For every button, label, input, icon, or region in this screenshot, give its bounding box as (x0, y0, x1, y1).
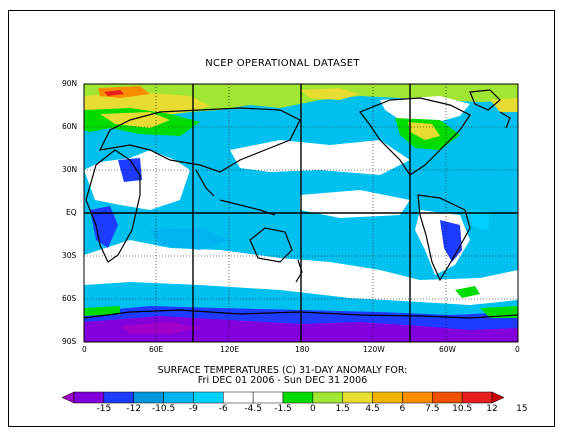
colorbar-tick-label: -10.5 (151, 404, 176, 414)
colorbar-tick-label: 12 (486, 404, 498, 414)
colorbar-tick-label: -6 (218, 404, 228, 414)
coast-antarctica (84, 309, 518, 319)
colorbar-swatch (223, 391, 254, 404)
warm-region-siberia (300, 88, 360, 100)
anomaly-field (84, 84, 518, 342)
colorbar-swatch (252, 391, 284, 404)
coast-south-america (417, 194, 471, 282)
map-title: NCEP OPERATIONAL DATASET (205, 58, 360, 69)
lon-label-180: 180 (295, 345, 310, 354)
white-region-eqpac (300, 190, 410, 218)
lat-label-60s: 60S (62, 294, 77, 303)
cool-region-atlantic (470, 210, 490, 230)
cold-peak-antarctica (120, 322, 200, 334)
colorbar-swatch (461, 391, 493, 404)
subtitle-line-2: Fri DEC 01 2006 - Sun DEC 31 2006 (197, 375, 368, 386)
coast-new-zealand (295, 259, 303, 283)
map-border (83, 83, 519, 343)
cyan-region-indian (150, 228, 230, 250)
colorbar-swatch (402, 391, 433, 404)
lon-label-0-west: 0 (82, 345, 87, 354)
subtitle-line-1: SURFACE TEMPERATURES (C) 31-DAY ANOMALY … (157, 365, 408, 376)
colorbar-swatch (193, 391, 224, 404)
colorbar-tick-label: 1.5 (335, 404, 350, 414)
coast-north-america (359, 97, 471, 176)
colorbar-tick-label: 10.5 (452, 404, 473, 414)
lon-label-120w: 120W (363, 345, 385, 354)
coast-india (195, 169, 215, 197)
colorbar-tick-label: 6 (399, 404, 406, 414)
colorbar-tick-label: -9 (188, 404, 198, 414)
coast-eurasia (98, 107, 301, 173)
warm-region-nw-europe (490, 98, 518, 112)
warm-peak-max (104, 90, 124, 96)
coast-australia (249, 227, 293, 263)
lat-label-90s: 90S (62, 337, 77, 346)
lon-label-60e: 60E (149, 345, 164, 354)
lon-label-0-east: 0 (515, 345, 520, 354)
lat-label-eq: EQ (66, 208, 77, 217)
colorbar-swatch (103, 391, 134, 404)
lat-label-60n: 60N (62, 122, 78, 131)
neutral-region-canada (380, 96, 470, 124)
colorbar-tick-label: -1.5 (274, 404, 292, 414)
colorbar-tick-label: -4.5 (244, 404, 262, 414)
coast-greenland (469, 89, 501, 111)
colorbar-tick-label: 15 (516, 404, 528, 414)
colorbar-tick-label: -15 (96, 404, 112, 414)
white-region-npac (230, 140, 410, 175)
colorbar-tick-label: 0 (309, 404, 316, 414)
warm-peak-namerica (408, 122, 440, 140)
lon-label-60w: 60W (439, 345, 456, 354)
lat-label-30s: 30S (62, 251, 77, 260)
colorbar-swatch (163, 391, 194, 404)
lon-label-120e: 120E (220, 345, 240, 354)
lat-label-90n: 90N (62, 79, 78, 88)
coast-iceland-uk (499, 111, 511, 129)
colorbar-swatch (282, 391, 314, 404)
colorbar-swatch (372, 391, 403, 404)
grid-minor (84, 84, 518, 342)
warm-region-russia (100, 112, 170, 128)
colorbar-swatch (73, 391, 105, 404)
colorbar-swatch (342, 391, 373, 404)
colorbar-tick-label: 7.5 (425, 404, 440, 414)
colorbar (61, 391, 505, 404)
colorbar-swatch (133, 391, 164, 404)
colorbar-swatch (432, 391, 463, 404)
cold-region-africa (90, 206, 118, 248)
colorbar-tick-label: 4.5 (365, 404, 380, 414)
lat-label-30n: 30N (62, 165, 78, 174)
warm-region-south-atlantic (455, 286, 480, 298)
colorbar-swatch (312, 391, 343, 404)
colorbar-tick-label: -12 (126, 404, 142, 414)
colorbar-arrow-high (491, 391, 505, 404)
warm-edge-antarctic-west (84, 306, 120, 316)
colorbar-arrow-low (61, 391, 75, 404)
